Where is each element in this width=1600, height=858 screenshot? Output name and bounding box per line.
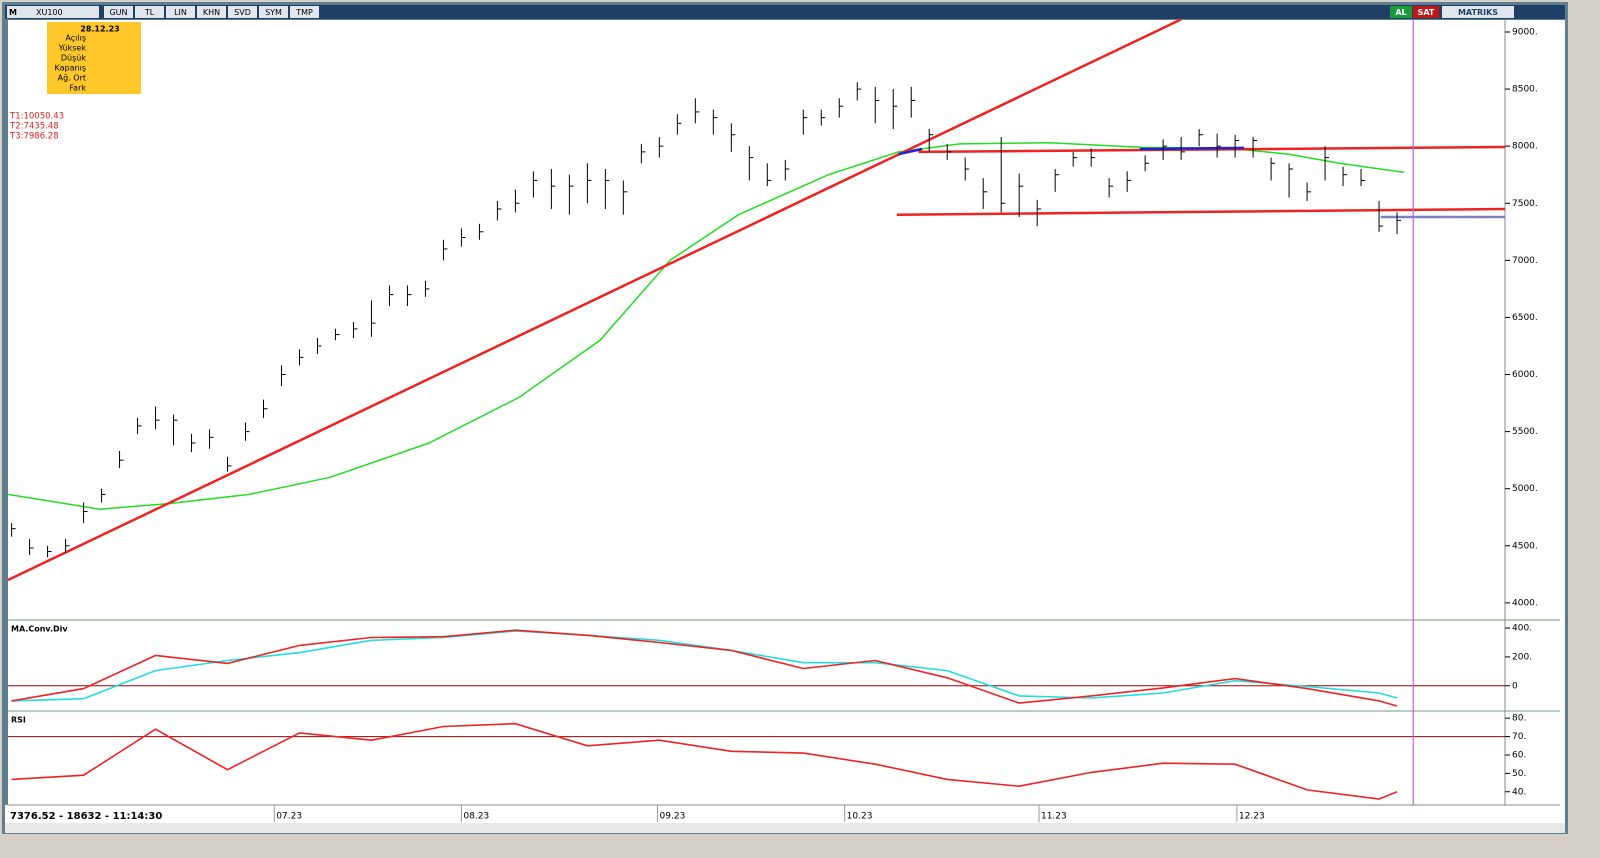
y-tick-label: 8000. bbox=[1512, 142, 1538, 152]
x-tick-label: 07.23 bbox=[276, 812, 302, 822]
y-tick-label: 7000. bbox=[1512, 256, 1538, 266]
x-tick-label: 09.23 bbox=[660, 812, 686, 822]
axis-area bbox=[1505, 20, 1565, 805]
buy-button[interactable] bbox=[1390, 6, 1412, 18]
sell-label[interactable]: SAT bbox=[1418, 8, 1435, 17]
toolbar-button-label[interactable]: SVD bbox=[234, 8, 251, 17]
toolbar-button-label[interactable]: SYM bbox=[265, 8, 282, 17]
brand-box bbox=[1442, 6, 1514, 18]
info-field: Açılış bbox=[65, 34, 86, 43]
annotation: T3:7986.28 bbox=[9, 132, 59, 142]
panel-title: RSI bbox=[11, 716, 26, 725]
sell-button[interactable] bbox=[1413, 6, 1439, 18]
info-field: Kapanış bbox=[55, 64, 86, 73]
overlay-line bbox=[1139, 146, 1245, 151]
y-tick-label: 4000. bbox=[1512, 598, 1538, 608]
info-field: Yüksek bbox=[58, 44, 87, 53]
y-tick-label: 400. bbox=[1512, 624, 1532, 634]
y-tick-label: 9000. bbox=[1512, 27, 1538, 37]
plot-area bbox=[8, 20, 1505, 805]
info-field: Düşük bbox=[61, 54, 86, 63]
toolbar-button[interactable] bbox=[290, 6, 319, 18]
y-tick-label: 4500. bbox=[1512, 541, 1538, 551]
overlay-line bbox=[896, 207, 1506, 216]
info-date: 28.12.23 bbox=[80, 25, 119, 34]
y-tick-label: 80. bbox=[1512, 714, 1526, 724]
y-tick-label: 70. bbox=[1512, 732, 1526, 742]
series-line bbox=[11, 629, 1398, 707]
toolbar-button-label[interactable]: GUN bbox=[109, 8, 127, 17]
info-field: Fark bbox=[69, 84, 86, 93]
annotation: T2:7435.48 bbox=[9, 122, 59, 132]
buy-label[interactable]: AL bbox=[1395, 8, 1406, 17]
toolbar-button-label[interactable]: TMP bbox=[295, 8, 313, 17]
series-line bbox=[11, 722, 1398, 800]
y-tick-label: 50. bbox=[1512, 769, 1526, 779]
x-tick-label: 08.23 bbox=[463, 812, 489, 822]
toolbar-button[interactable] bbox=[259, 6, 288, 18]
y-tick-label: 5500. bbox=[1512, 427, 1538, 437]
y-tick-label: 200. bbox=[1512, 652, 1532, 662]
x-tick-label: 11.23 bbox=[1041, 812, 1067, 822]
toolbar bbox=[5, 5, 1565, 19]
y-tick-label: 5000. bbox=[1512, 484, 1538, 494]
overlay-line bbox=[898, 147, 923, 156]
y-tick-label: 60. bbox=[1512, 750, 1526, 760]
date-bar bbox=[5, 805, 1565, 823]
toolbar-buttons: M XU100 AL SAT MATRIKS GUN TL LIN KHN SVD SYM… bbox=[7, 6, 1514, 18]
info-box bbox=[47, 22, 141, 94]
x-tick-label: 12.23 bbox=[1239, 812, 1265, 822]
y-tick-label: 7500. bbox=[1512, 199, 1538, 209]
symbol-box[interactable] bbox=[7, 6, 99, 18]
status: 7376.52 - 18632 - 11:14:30 bbox=[10, 811, 162, 822]
y-tick-label: 0 bbox=[1512, 681, 1518, 691]
y-tick-label: 6000. bbox=[1512, 370, 1538, 380]
y-tick-label: 40. bbox=[1512, 787, 1526, 797]
brand: MATRIKS bbox=[1458, 8, 1498, 17]
symbol[interactable]: XU100 bbox=[36, 8, 63, 17]
toolbar-button-label[interactable]: LIN bbox=[174, 8, 187, 17]
x-tick-label: 10.23 bbox=[847, 812, 873, 822]
toolbar-button-label[interactable]: KHN bbox=[203, 8, 220, 17]
toolbar-button[interactable] bbox=[197, 6, 226, 18]
info-field: Ağ. Ort bbox=[58, 74, 86, 83]
y-tick-label: 6500. bbox=[1512, 313, 1538, 323]
annotation: T1:10050.43 bbox=[9, 112, 64, 122]
toolbar-button[interactable] bbox=[228, 6, 257, 18]
toolbar-button[interactable] bbox=[135, 6, 164, 18]
y-tick-label: 8500. bbox=[1512, 85, 1538, 95]
overlay-line bbox=[7, 18, 1182, 582]
menu-button[interactable]: M bbox=[9, 8, 17, 17]
scroll-bar bbox=[5, 823, 1565, 833]
toolbar-button[interactable] bbox=[166, 6, 195, 18]
panel-title: MA.Conv.Div bbox=[11, 625, 68, 634]
toolbar-button[interactable] bbox=[104, 6, 133, 18]
toolbar-button-label[interactable]: TL bbox=[144, 8, 155, 17]
